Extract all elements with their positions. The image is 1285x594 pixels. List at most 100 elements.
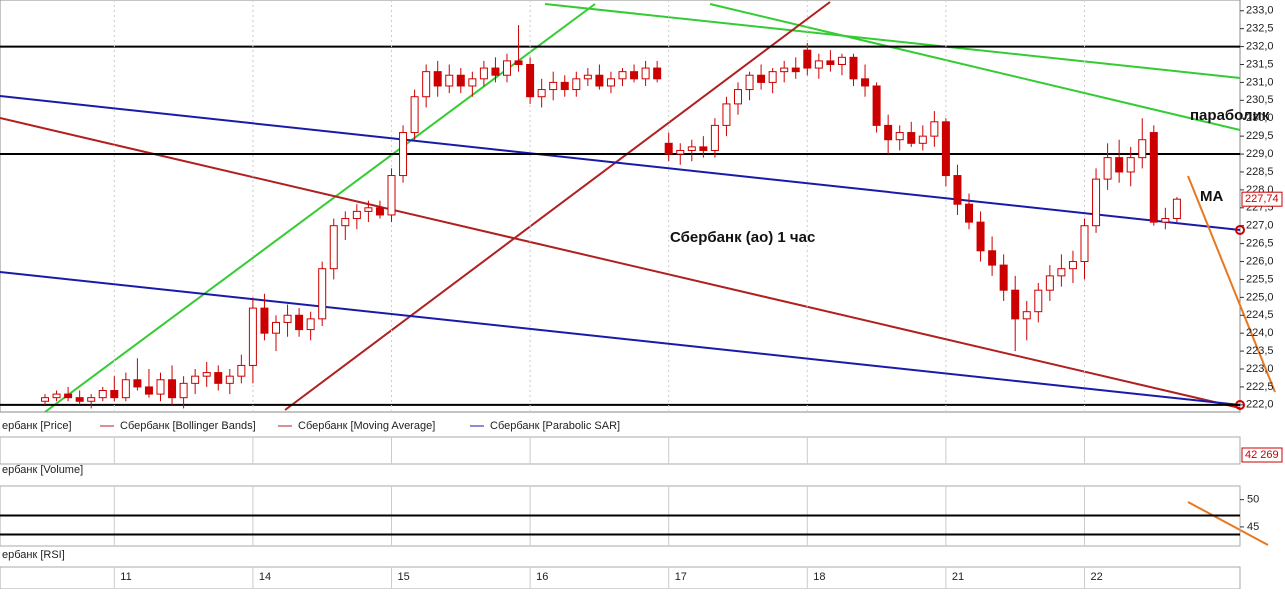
candle-body bbox=[710, 124, 719, 151]
candle-body bbox=[1022, 311, 1031, 320]
y-tick-label: 227,0 bbox=[1246, 220, 1274, 232]
last-price: 227,74 bbox=[1245, 193, 1279, 205]
candle-body bbox=[156, 379, 165, 395]
legend-label: ербанк [Price] bbox=[2, 420, 72, 432]
candle-body bbox=[1161, 218, 1170, 223]
candle-body bbox=[826, 60, 835, 65]
candle-body bbox=[375, 207, 384, 216]
candle-body bbox=[757, 74, 766, 83]
candle-body bbox=[526, 63, 535, 98]
candle-body bbox=[352, 210, 361, 220]
candle-body bbox=[121, 379, 130, 399]
candle-body bbox=[248, 307, 257, 366]
candle-body bbox=[514, 60, 523, 65]
candle-body bbox=[318, 268, 327, 320]
candle-body bbox=[1092, 178, 1101, 227]
candle-body bbox=[814, 60, 823, 69]
candle-body bbox=[179, 382, 188, 399]
y-tick-label: 232,0 bbox=[1246, 40, 1274, 52]
candle-body bbox=[537, 89, 546, 98]
volume-box bbox=[1241, 447, 1283, 463]
annotation: MA bbox=[1200, 188, 1223, 205]
candle-body bbox=[237, 364, 246, 377]
rsi-tick-label: 45 bbox=[1247, 521, 1259, 533]
candle-body bbox=[445, 74, 454, 87]
candle-body bbox=[1172, 198, 1181, 220]
candle-body bbox=[1138, 139, 1147, 159]
x-tick-label: 14 bbox=[259, 571, 271, 583]
candle-body bbox=[676, 149, 685, 155]
candle-body bbox=[999, 264, 1008, 291]
candle-body bbox=[214, 372, 223, 384]
candle-body bbox=[329, 225, 338, 270]
x-tick-label: 15 bbox=[398, 571, 410, 583]
candle-body bbox=[1103, 157, 1112, 180]
candle-body bbox=[653, 67, 662, 80]
volume-frame bbox=[0, 436, 1241, 465]
candle-body bbox=[849, 56, 858, 80]
candle-body bbox=[225, 375, 234, 384]
candle-body bbox=[791, 67, 800, 73]
y-tick-label: 231,0 bbox=[1246, 76, 1274, 88]
candle-body bbox=[872, 85, 881, 126]
candle-body bbox=[595, 74, 604, 87]
x-tick-label: 11 bbox=[120, 571, 131, 583]
y-tick-label: 224,0 bbox=[1246, 327, 1274, 339]
candle-body bbox=[1045, 275, 1054, 291]
candle-body bbox=[549, 81, 558, 91]
y-tick-label: 222,5 bbox=[1246, 381, 1274, 393]
y-tick-label: 230,5 bbox=[1246, 94, 1274, 106]
candle-body bbox=[422, 71, 431, 98]
candle-body bbox=[895, 132, 904, 141]
candle-body bbox=[1115, 157, 1124, 173]
y-tick-label: 231,5 bbox=[1246, 58, 1274, 70]
candle-body bbox=[722, 103, 731, 126]
x-tick-label: 18 bbox=[813, 571, 825, 583]
candle-body bbox=[491, 67, 500, 76]
candle-body bbox=[572, 78, 581, 91]
candle-body bbox=[295, 314, 304, 331]
chart-title: Сбербанк (ао) 1 час bbox=[670, 229, 815, 246]
candle-body bbox=[87, 397, 96, 402]
y-tick-label: 225,5 bbox=[1246, 273, 1274, 285]
date-frame bbox=[0, 566, 1241, 590]
candle-body bbox=[433, 71, 442, 87]
x-tick-label: 16 bbox=[536, 571, 548, 583]
candle-body bbox=[306, 318, 315, 331]
candle-body bbox=[272, 321, 280, 334]
candle-body bbox=[699, 146, 708, 151]
candle-body bbox=[1080, 225, 1089, 263]
candle-body bbox=[75, 397, 84, 402]
legend-label: Сбербанк [Parabolic SAR] bbox=[490, 420, 620, 432]
candle-body bbox=[803, 49, 812, 69]
candle-body bbox=[734, 89, 742, 105]
candle-body bbox=[52, 393, 61, 399]
candle-body bbox=[780, 67, 789, 73]
candle-body bbox=[664, 142, 673, 155]
volume-label: ербанк [Volume] bbox=[2, 464, 83, 476]
candle-body bbox=[144, 386, 153, 395]
x-tick-label: 17 bbox=[675, 571, 687, 583]
candle-body bbox=[41, 397, 49, 402]
x-tick-label: 22 bbox=[1091, 571, 1103, 583]
y-tick-label: 224,5 bbox=[1246, 309, 1274, 321]
candle-body bbox=[976, 221, 985, 252]
y-tick-label: 223,5 bbox=[1246, 345, 1274, 357]
candle-body bbox=[884, 124, 893, 141]
y-tick-label: 226,5 bbox=[1246, 238, 1274, 250]
y-tick-label: 229,0 bbox=[1246, 148, 1274, 160]
y-tick-label: 233,0 bbox=[1246, 5, 1274, 17]
y-tick-label: 232,5 bbox=[1246, 23, 1274, 35]
last-price-box bbox=[1241, 191, 1283, 207]
legend-label: Сбербанк [Bollinger Bands] bbox=[120, 420, 256, 432]
candle-body bbox=[399, 132, 408, 177]
candle-body bbox=[1149, 132, 1158, 223]
candle-body bbox=[1126, 157, 1135, 173]
candle-body bbox=[953, 175, 962, 205]
candle-body bbox=[965, 203, 973, 223]
candle-body bbox=[861, 78, 870, 87]
rsi-tick-label: 50 bbox=[1247, 494, 1259, 506]
candle-body bbox=[191, 375, 200, 384]
annotation: параболик bbox=[1190, 107, 1270, 124]
